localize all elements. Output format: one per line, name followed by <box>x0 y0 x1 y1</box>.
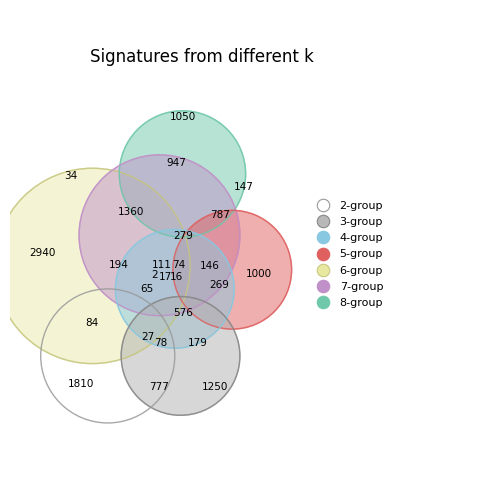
Text: 787: 787 <box>210 210 230 220</box>
Text: 146: 146 <box>199 261 219 271</box>
Title: Signatures from different k: Signatures from different k <box>90 48 313 66</box>
Text: 27: 27 <box>141 332 155 342</box>
Circle shape <box>115 229 234 348</box>
Text: 279: 279 <box>174 231 194 241</box>
Circle shape <box>0 168 190 363</box>
Circle shape <box>79 155 240 316</box>
Text: 1000: 1000 <box>246 269 272 279</box>
Text: 34: 34 <box>64 170 77 180</box>
Legend: 2-group, 3-group, 4-group, 5-group, 6-group, 7-group, 8-group: 2-group, 3-group, 4-group, 5-group, 6-gr… <box>307 197 388 312</box>
Circle shape <box>119 111 245 237</box>
Text: 1250: 1250 <box>202 383 228 392</box>
Text: 1050: 1050 <box>169 112 196 122</box>
Text: 1360: 1360 <box>117 207 144 217</box>
Text: 194: 194 <box>109 260 129 270</box>
Text: 2: 2 <box>152 270 158 280</box>
Text: 111: 111 <box>151 260 171 270</box>
Text: 84: 84 <box>85 319 98 329</box>
Text: 65: 65 <box>141 284 154 294</box>
Text: 179: 179 <box>188 338 208 348</box>
Text: 1810: 1810 <box>68 379 94 389</box>
Text: 269: 269 <box>209 280 229 290</box>
Text: 16: 16 <box>170 272 183 282</box>
Text: 74: 74 <box>172 260 185 270</box>
Circle shape <box>121 296 240 415</box>
Text: 2940: 2940 <box>29 247 56 258</box>
Circle shape <box>173 210 292 329</box>
Text: 576: 576 <box>173 308 193 319</box>
Text: 78: 78 <box>154 338 167 348</box>
Text: 777: 777 <box>149 383 169 392</box>
Text: 947: 947 <box>167 158 186 168</box>
Text: 147: 147 <box>234 182 254 193</box>
Text: 17: 17 <box>159 272 172 282</box>
